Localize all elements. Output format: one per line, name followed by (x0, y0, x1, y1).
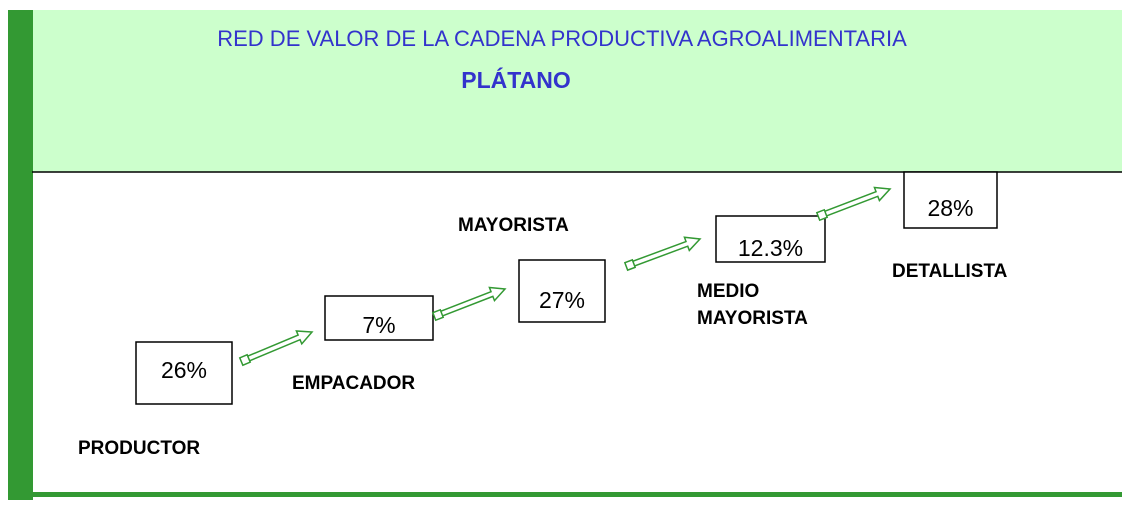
value-box (135, 341, 233, 405)
stage-value: 27% (539, 287, 585, 313)
stage-label: MAYORISTA (697, 308, 808, 329)
bottom-bar (32, 492, 1122, 497)
title: RED DE VALOR DE LA CADENA PRODUCTIVA AGR… (217, 26, 907, 51)
stage-label: EMPACADOR (292, 373, 415, 394)
arrow (628, 236, 702, 269)
arrow (243, 330, 314, 364)
stage-value: 7% (362, 312, 395, 338)
left-bar (8, 10, 33, 500)
value-box (518, 259, 606, 323)
value-box (903, 171, 998, 229)
arrow-tail (238, 353, 252, 367)
stage-value: 26% (161, 357, 207, 383)
arrow (436, 286, 507, 319)
stage-label: MEDIO (697, 281, 759, 302)
stage-label: DETALLISTA (892, 261, 1008, 282)
header-band (32, 10, 1122, 172)
stages: 26% PRODUCTOR 7% EMPACADOR 27% MAYORISTA 12.3%… (78, 171, 1008, 459)
arrow-tail (623, 258, 637, 272)
value-box (324, 295, 434, 341)
stage-label: MAYORISTA (458, 215, 569, 236)
stage-label: PRODUCTOR (78, 438, 200, 459)
arrow-tail (431, 308, 445, 322)
arrow (820, 186, 892, 219)
arrows (238, 186, 892, 367)
stage-value: 28% (927, 195, 973, 221)
stage-value: 12.3% (738, 235, 803, 261)
arrow-tail (815, 208, 829, 222)
value-box (715, 215, 826, 263)
subtitle: PLÁTANO (461, 66, 570, 93)
